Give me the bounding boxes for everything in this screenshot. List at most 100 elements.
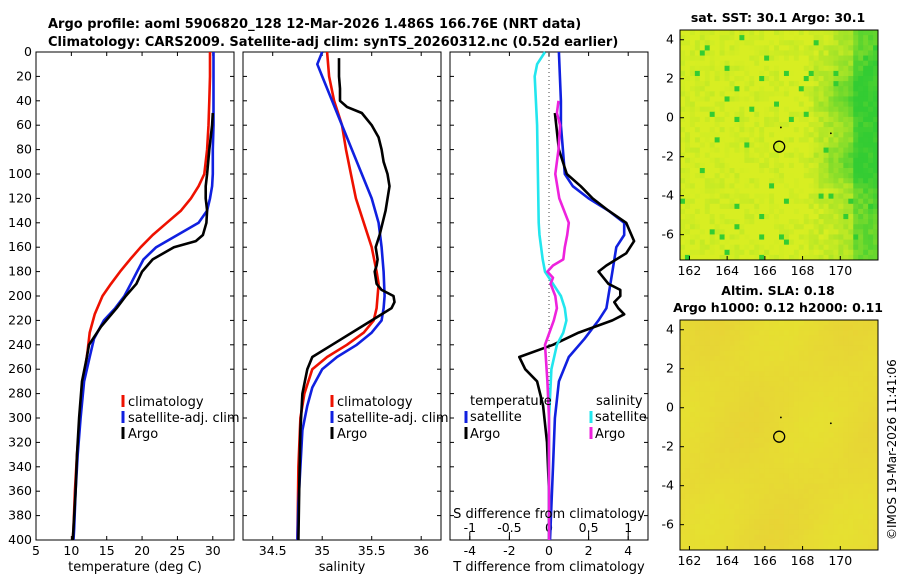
map-cell bbox=[739, 534, 745, 541]
map-cell bbox=[754, 401, 760, 408]
map-cell bbox=[759, 178, 765, 184]
map-cell bbox=[680, 244, 686, 251]
map-cell bbox=[798, 142, 805, 149]
map-cell bbox=[813, 229, 820, 235]
map-cell bbox=[684, 345, 691, 352]
map-cell bbox=[853, 162, 859, 169]
map-cell bbox=[734, 478, 740, 485]
sla-map-title-2: Argo h1000: 0.12 h2000: 0.11 bbox=[673, 300, 883, 315]
map-cell bbox=[689, 70, 696, 77]
map-cell bbox=[680, 91, 686, 97]
map-cell bbox=[744, 514, 750, 520]
map-cell bbox=[798, 519, 805, 525]
map-cell bbox=[873, 116, 879, 123]
map-cell bbox=[863, 381, 869, 387]
map-cell bbox=[699, 330, 706, 336]
map-cell bbox=[868, 437, 874, 444]
map-cell bbox=[709, 386, 716, 393]
map-cell bbox=[833, 325, 839, 331]
map-cell bbox=[803, 488, 810, 495]
map-cell bbox=[848, 132, 854, 138]
map-cell bbox=[709, 239, 716, 246]
map-cell bbox=[808, 81, 815, 87]
map-cell bbox=[868, 219, 874, 225]
map-cell bbox=[838, 330, 844, 336]
map-cell bbox=[853, 401, 859, 408]
map-cell bbox=[769, 488, 775, 495]
map-cell bbox=[843, 386, 849, 393]
map-cell bbox=[858, 519, 864, 525]
map-cell bbox=[689, 514, 696, 520]
map-cell bbox=[704, 524, 711, 531]
map-cell bbox=[858, 249, 864, 256]
map-cell bbox=[689, 330, 696, 336]
map-cell bbox=[793, 65, 800, 72]
map-cell bbox=[724, 183, 730, 189]
map-cell bbox=[803, 396, 810, 403]
map-cell bbox=[823, 534, 829, 541]
map-cell bbox=[724, 498, 730, 505]
map-cell bbox=[704, 442, 711, 449]
map-cell bbox=[873, 142, 879, 149]
map-cell bbox=[823, 127, 829, 133]
map-cell bbox=[779, 81, 785, 87]
map-cell bbox=[873, 173, 879, 179]
map-cell bbox=[774, 193, 780, 200]
map-cell bbox=[744, 65, 750, 72]
map-cell bbox=[793, 529, 800, 536]
map-cell bbox=[680, 106, 686, 113]
map-cell bbox=[769, 208, 775, 215]
map-cell bbox=[744, 401, 750, 408]
map-cell bbox=[704, 355, 711, 362]
map-cell bbox=[823, 345, 829, 352]
map-cell bbox=[823, 498, 829, 505]
map-cell bbox=[684, 40, 691, 46]
map-cell bbox=[759, 391, 765, 398]
map-cell bbox=[754, 340, 760, 347]
map-cell bbox=[704, 147, 711, 154]
map-cell bbox=[769, 355, 775, 362]
map-cell bbox=[873, 45, 879, 51]
map-cell bbox=[858, 254, 864, 261]
map-cell bbox=[694, 173, 701, 179]
map-cell bbox=[774, 60, 780, 67]
map-cell bbox=[684, 137, 691, 143]
map-cell bbox=[783, 350, 790, 357]
map-cell bbox=[853, 330, 859, 336]
map-cell bbox=[779, 468, 785, 474]
map-cell bbox=[838, 452, 844, 459]
map-cell bbox=[689, 254, 696, 261]
map-cell bbox=[798, 65, 805, 72]
series-line-satellite-adj-clim bbox=[72, 52, 215, 541]
map-cell bbox=[848, 35, 854, 41]
map-cell bbox=[828, 366, 834, 372]
map-cell bbox=[764, 168, 770, 174]
map-cell bbox=[749, 376, 755, 382]
map-cell bbox=[843, 432, 849, 439]
map-cell bbox=[729, 234, 735, 241]
map-cell bbox=[848, 142, 854, 149]
map-cell bbox=[734, 96, 740, 103]
map-cell bbox=[863, 162, 869, 169]
map-cell bbox=[719, 432, 726, 439]
map-cell bbox=[838, 50, 844, 57]
map-cell bbox=[858, 214, 864, 220]
map-cell bbox=[719, 355, 726, 362]
map-cell bbox=[863, 524, 869, 531]
map-cell bbox=[833, 437, 839, 444]
map-cell bbox=[803, 229, 810, 235]
map-cell bbox=[739, 111, 745, 118]
map-cell bbox=[853, 529, 859, 536]
map-cell bbox=[754, 219, 760, 225]
map-cell bbox=[858, 45, 864, 51]
map-cell bbox=[833, 422, 839, 428]
map-cell bbox=[764, 473, 770, 479]
map-cell bbox=[853, 437, 859, 444]
map-cell bbox=[858, 483, 864, 490]
map-cell bbox=[823, 35, 829, 41]
map-cell bbox=[828, 376, 834, 382]
map-cell bbox=[873, 360, 879, 367]
map-cell bbox=[734, 355, 740, 362]
map-cell bbox=[779, 498, 785, 505]
